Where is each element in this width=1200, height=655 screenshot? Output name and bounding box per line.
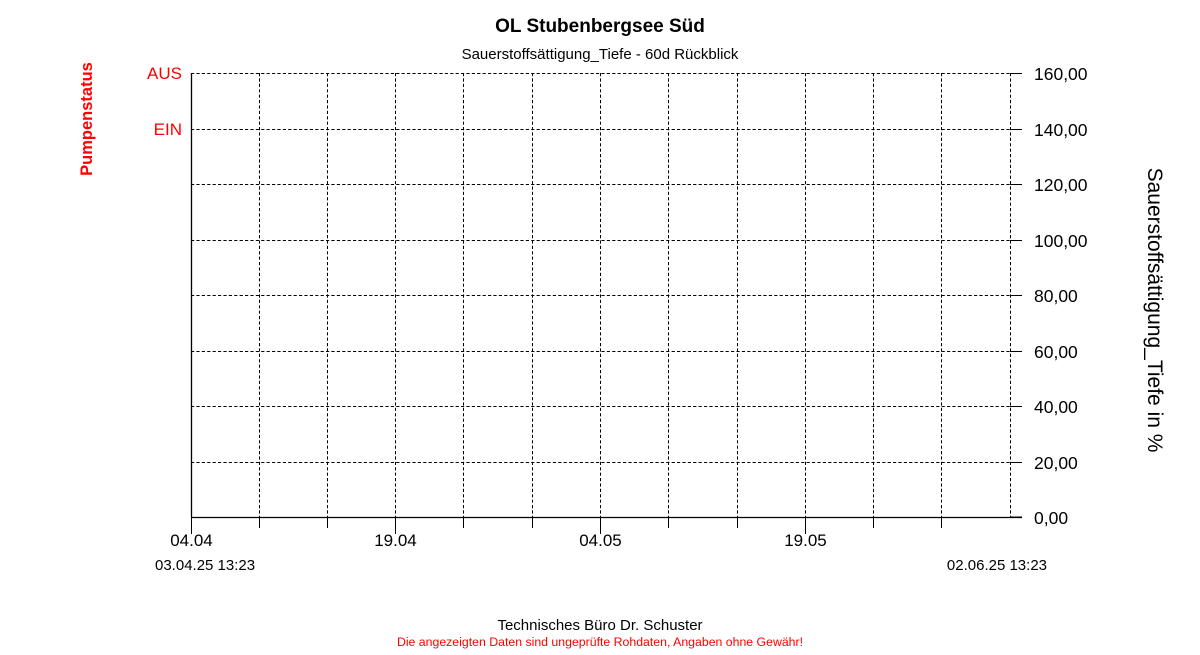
svg-text:19.05: 19.05 — [784, 531, 827, 550]
svg-text:03.04.25 13:23: 03.04.25 13:23 — [155, 557, 255, 574]
svg-text:Sauerstoffsättigung_Tiefe in %: Sauerstoffsättigung_Tiefe in % — [1143, 168, 1166, 453]
svg-text:60,00: 60,00 — [1034, 342, 1078, 362]
svg-text:20,00: 20,00 — [1034, 453, 1078, 473]
svg-text:04.05: 04.05 — [579, 531, 622, 550]
svg-text:02.06.25 13:23: 02.06.25 13:23 — [947, 557, 1047, 574]
svg-text:AUS: AUS — [147, 64, 182, 83]
svg-text:80,00: 80,00 — [1034, 286, 1078, 306]
svg-text:Die angezeigten Daten sind ung: Die angezeigten Daten sind ungeprüfte Ro… — [397, 635, 803, 649]
svg-text:120,00: 120,00 — [1034, 175, 1088, 195]
svg-text:Technisches Büro Dr. Schuster: Technisches Büro Dr. Schuster — [497, 617, 702, 634]
svg-text:04.04: 04.04 — [170, 531, 213, 550]
svg-text:19.04: 19.04 — [374, 531, 417, 550]
svg-text:Sauerstoffsättigung_Tiefe - 60: Sauerstoffsättigung_Tiefe - 60d Rückblic… — [462, 46, 739, 63]
svg-text:0,00: 0,00 — [1034, 508, 1068, 528]
svg-text:OL Stubenbergsee Süd: OL Stubenbergsee Süd — [495, 16, 705, 37]
svg-text:40,00: 40,00 — [1034, 397, 1078, 417]
svg-text:140,00: 140,00 — [1034, 120, 1088, 140]
svg-text:EIN: EIN — [154, 120, 182, 139]
svg-text:100,00: 100,00 — [1034, 231, 1088, 251]
svg-text:Pumpenstatus: Pumpenstatus — [78, 62, 96, 176]
svg-text:160,00: 160,00 — [1034, 64, 1088, 84]
